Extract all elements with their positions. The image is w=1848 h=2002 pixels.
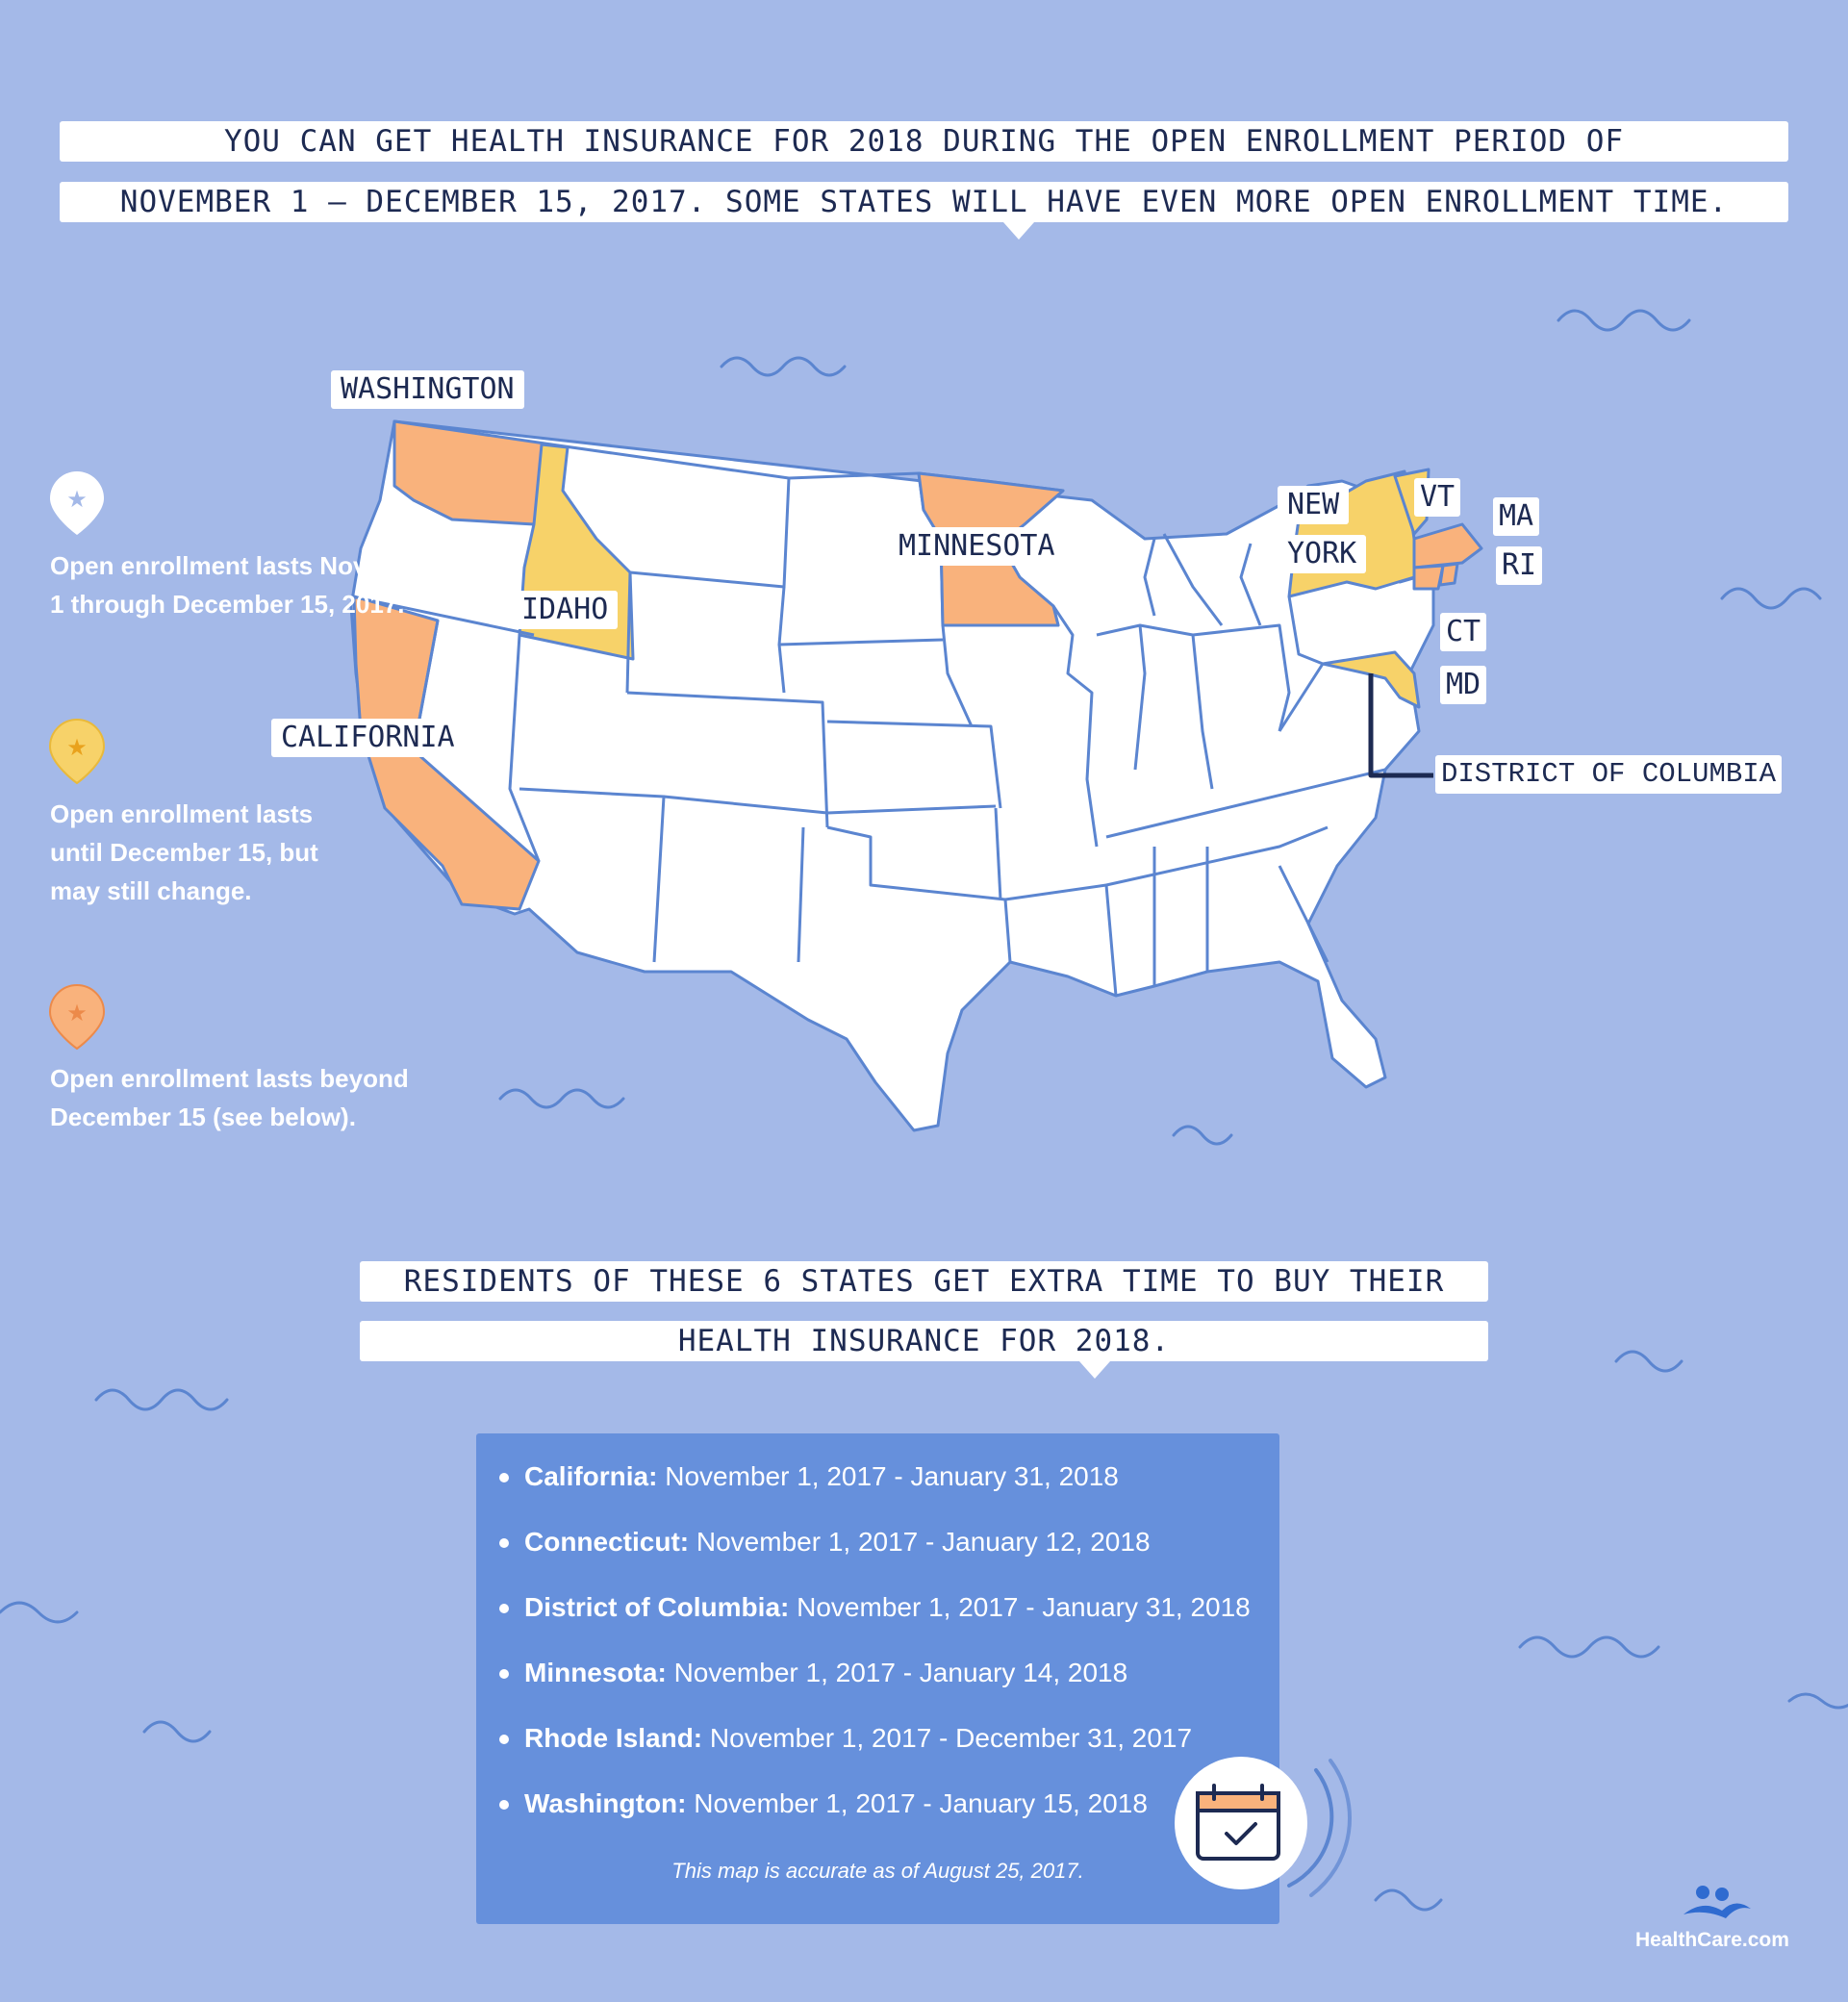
state-dates: November 1, 2017 - January 14, 2018: [673, 1658, 1128, 1687]
svg-text:★: ★: [66, 734, 88, 761]
svg-text:★: ★: [66, 1000, 88, 1026]
list-item: Connecticut: November 1, 2017 - January …: [499, 1523, 1279, 1588]
label-washington: WASHINGTON: [331, 370, 524, 409]
label-ct: CT: [1440, 613, 1487, 651]
state-name: District of Columbia:: [524, 1592, 790, 1622]
header-line-1: YOU CAN GET HEALTH INSURANCE FOR 2018 DU…: [60, 121, 1788, 162]
label-california: CALIFORNIA: [271, 719, 465, 757]
logo-text: HealthCare.com: [1635, 1929, 1789, 1951]
label-minnesota: MINNESOTA: [889, 527, 1065, 566]
state-massachusetts: [1412, 522, 1483, 570]
subheader-pointer: [1079, 1361, 1110, 1379]
extended-states-list: California: November 1, 2017 - January 3…: [476, 1433, 1279, 1850]
state-dates: November 1, 2017 - January 12, 2018: [696, 1527, 1151, 1557]
list-item: Washington: November 1, 2017 - January 1…: [499, 1785, 1279, 1850]
label-dc: DISTRICT OF COLUMBIA: [1435, 755, 1783, 794]
accuracy-note: This map is accurate as of August 25, 20…: [671, 1859, 1084, 1883]
label-york: YORK: [1278, 535, 1367, 573]
label-ri: RI: [1496, 546, 1543, 585]
state-dates: November 1, 2017 - January 15, 2018: [694, 1788, 1148, 1818]
state-borders: [350, 443, 1386, 997]
header-pointer: [1003, 222, 1034, 240]
label-ma: MA: [1493, 497, 1540, 536]
white-star-pin-icon: ★: [50, 471, 104, 535]
label-new: NEW: [1278, 486, 1350, 524]
dc-pointer-line: [1368, 673, 1433, 778]
subheader-line-2: HEALTH INSURANCE FOR 2018.: [360, 1321, 1488, 1361]
legend-yellow-text: Open enrollment lasts until December 15,…: [50, 799, 318, 905]
subheader-line-1: RESIDENTS OF THESE 6 STATES GET EXTRA TI…: [360, 1261, 1488, 1302]
state-name: Connecticut:: [524, 1527, 690, 1557]
label-md: MD: [1440, 666, 1487, 704]
state-connecticut: [1412, 564, 1445, 591]
list-item: California: November 1, 2017 - January 3…: [499, 1457, 1279, 1523]
header-line-2: NOVEMBER 1 – DECEMBER 15, 2017. SOME STA…: [60, 182, 1788, 222]
label-vt: VT: [1414, 478, 1461, 517]
decorative-waves: [0, 309, 1848, 1912]
legend-white-text: Open enrollment lasts November 1 through…: [50, 551, 443, 619]
list-item: Rhode Island: November 1, 2017 - Decembe…: [499, 1719, 1279, 1785]
state-name: Washington:: [524, 1788, 687, 1818]
state-name: California:: [524, 1461, 658, 1491]
svg-text:★: ★: [66, 486, 88, 513]
state-name: Rhode Island:: [524, 1723, 703, 1753]
legend-orange-text: Open enrollment lasts beyond December 15…: [50, 1064, 409, 1131]
label-idaho: IDAHO: [512, 591, 619, 629]
orange-star-pin-icon: ★: [48, 983, 106, 1051]
state-dates: November 1, 2017 - January 31, 2018: [797, 1592, 1251, 1622]
list-item: Minnesota: November 1, 2017 - January 14…: [499, 1654, 1279, 1719]
state-name: Minnesota:: [524, 1658, 667, 1687]
list-item: District of Columbia: November 1, 2017 -…: [499, 1588, 1279, 1654]
state-rhode-island: [1438, 562, 1459, 587]
state-dates: November 1, 2017 - January 31, 2018: [665, 1461, 1119, 1491]
state-dates: November 1, 2017 - December 31, 2017: [709, 1723, 1193, 1753]
extended-dates-panel: California: November 1, 2017 - January 3…: [476, 1433, 1279, 1924]
yellow-star-pin-icon: ★: [48, 718, 106, 785]
us-map: [349, 419, 1483, 1132]
legend-pins: ★ ★ ★: [48, 471, 106, 1051]
